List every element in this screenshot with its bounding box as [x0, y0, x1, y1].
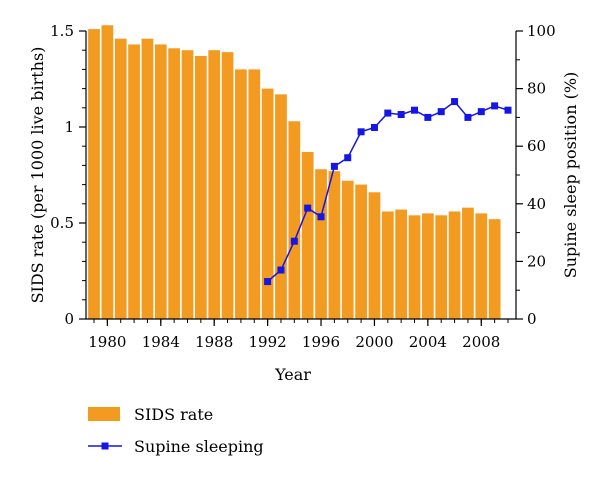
- bar-sids-1990: [235, 69, 247, 320]
- y-right-tick-label-40: 40: [527, 195, 546, 213]
- bar-sids-2000: [368, 192, 381, 319]
- bar-sids-2009: [488, 219, 501, 319]
- marker-supine-1997: [330, 162, 338, 170]
- y-right-axis-title: Supine sleep position (%): [561, 72, 580, 279]
- x-tick-label-1984: 1984: [142, 333, 180, 351]
- axes-group: 0 0.5 1 1.5 0 20 40 60 80 100 1980 1984 1988 1992 1996…: [50, 22, 556, 351]
- bar-sids-1998: [341, 180, 354, 319]
- y-left-axis-title: SIDS rate (per 1000 live births): [28, 47, 47, 304]
- bar-sids-1996: [315, 169, 327, 319]
- marker-supine-1999: [357, 128, 365, 136]
- bar-sids-2001: [381, 211, 394, 319]
- bar-sids-1993: [275, 94, 287, 319]
- marker-supine-1992: [264, 278, 272, 286]
- marker-supine-2006: [451, 98, 459, 106]
- legend: SIDS rate Supine sleeping: [88, 405, 264, 456]
- bar-sids-1991: [248, 69, 261, 320]
- x-tick-label-2008: 2008: [462, 333, 500, 351]
- bar-sids-1988: [208, 50, 221, 319]
- bar-sids-1983: [141, 38, 154, 320]
- legend-label-sids: SIDS rate: [134, 405, 213, 424]
- y-left-tick-label-0.5: 0.5: [50, 214, 74, 232]
- x-tick-label-1992: 1992: [249, 333, 287, 351]
- y-left-tick-label-1.5: 1.5: [50, 22, 74, 40]
- marker-supine-2008: [477, 108, 485, 116]
- bar-sids-2002: [395, 209, 408, 319]
- bar-sids-1994: [288, 121, 301, 320]
- x-tick-label-1996: 1996: [302, 333, 340, 351]
- legend-swatch-supine-marker: [101, 442, 109, 450]
- y-right-tick-label-0: 0: [527, 310, 537, 328]
- bar-sids-1992: [261, 88, 274, 319]
- marker-supine-2007: [464, 113, 472, 121]
- bar-sids-2008: [475, 213, 488, 319]
- y-right-tick-label-20: 20: [527, 252, 546, 270]
- y-right-tick-label-60: 60: [527, 137, 546, 155]
- marker-supine-1996: [317, 213, 325, 221]
- x-tick-label-1980: 1980: [88, 333, 126, 351]
- y-right-tick-label-80: 80: [527, 80, 546, 98]
- supine-line-group: [264, 98, 512, 286]
- y-left-tick-label-0: 0: [64, 310, 74, 328]
- bar-sids-1987: [194, 55, 207, 320]
- bar-sids-2006: [448, 211, 461, 319]
- x-tick-label-2004: 2004: [409, 333, 447, 351]
- x-tick-label-2000: 2000: [355, 333, 393, 351]
- y-left-tick-label-1: 1: [64, 118, 74, 136]
- bar-sids-1984: [154, 44, 167, 319]
- bar-sids-1989: [221, 52, 234, 320]
- marker-supine-2001: [384, 109, 392, 117]
- marker-supine-2003: [411, 106, 419, 114]
- legend-label-supine: Supine sleeping: [134, 437, 264, 456]
- bar-sids-1986: [181, 50, 194, 319]
- bar-sids-2004: [421, 213, 434, 319]
- bar-sids-1999: [355, 184, 367, 319]
- marker-supine-2000: [370, 123, 378, 131]
- bar-sids-1981: [114, 38, 127, 320]
- bar-sids-2003: [408, 215, 421, 319]
- bar-sids-1995: [301, 151, 314, 319]
- marker-supine-2010: [504, 106, 512, 114]
- marker-supine-2005: [437, 108, 445, 116]
- marker-supine-1995: [304, 204, 312, 212]
- sids-bars-group: [88, 25, 501, 320]
- marker-supine-1993: [277, 266, 285, 274]
- bar-sids-1982: [128, 44, 140, 319]
- marker-supine-1998: [344, 154, 352, 162]
- legend-swatch-sids: [88, 407, 120, 421]
- bar-sids-2005: [435, 215, 448, 319]
- bar-sids-1997: [328, 171, 341, 319]
- bar-sids-1979: [88, 29, 100, 320]
- bar-sids-1980: [101, 25, 114, 320]
- x-axis-title: Year: [274, 365, 311, 384]
- x-tick-label-1988: 1988: [195, 333, 233, 351]
- marker-supine-2009: [491, 102, 499, 110]
- marker-supine-2004: [424, 113, 432, 121]
- marker-supine-2002: [397, 111, 405, 119]
- bar-sids-1985: [168, 48, 181, 319]
- bar-sids-2007: [462, 207, 474, 319]
- y-right-tick-label-100: 100: [527, 22, 556, 40]
- marker-supine-1994: [290, 237, 298, 245]
